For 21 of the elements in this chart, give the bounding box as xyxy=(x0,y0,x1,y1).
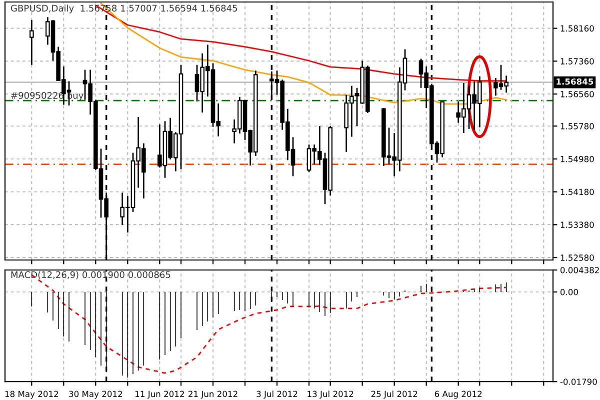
x-tick-label: 25 Jul 2012 xyxy=(371,390,418,399)
y-tick-label: 1.52580 xyxy=(560,254,594,261)
x-tick-label: 21 Jun 2012 xyxy=(188,390,238,399)
x-tick-label: 18 May 2012 xyxy=(5,390,58,399)
y-tick-label: 1.57360 xyxy=(560,58,594,64)
x-tick-label: 6 Aug 2012 xyxy=(434,390,482,399)
y-tick-label: 1.53380 xyxy=(560,222,594,228)
y-tick-label: 1.54980 xyxy=(560,156,594,162)
y-tick-label: -0.01790 xyxy=(560,378,597,385)
x-tick-label: 30 May 2012 xyxy=(69,390,122,399)
y-tick-label: 0.00 xyxy=(560,288,578,296)
chart-title: MACD(12,26,9) 0.001900 0.000865 xyxy=(11,271,170,280)
x-tick-label: 13 Jul 2012 xyxy=(308,390,354,399)
y-tick-label: 1.55780 xyxy=(560,123,594,130)
x-tick-label: 3 Jul 2012 xyxy=(256,390,298,399)
y-tick-label: 1.56560 xyxy=(560,91,594,98)
ref-line-label: 1.56845 xyxy=(556,78,594,85)
y-tick-label: 1.54180 xyxy=(560,188,594,196)
x-tick-label: 11 Jun 2012 xyxy=(136,390,184,399)
y-tick-label: 1.58160 xyxy=(560,25,594,32)
y-tick-label: 0.004382 xyxy=(560,266,599,274)
